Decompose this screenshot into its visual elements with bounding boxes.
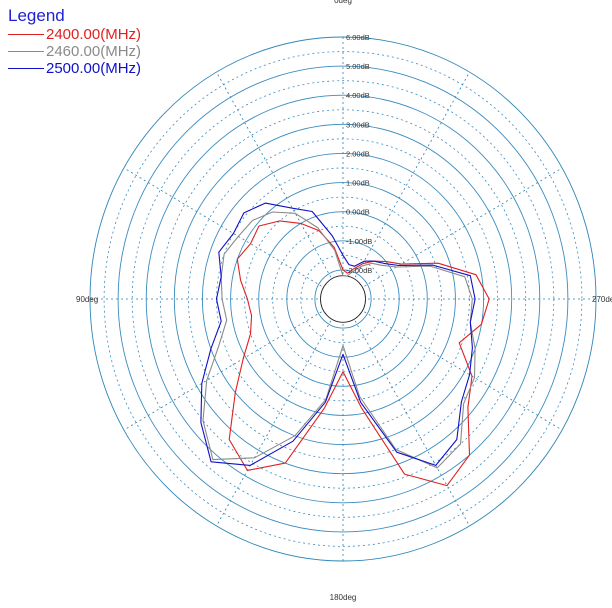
grid-spoke xyxy=(216,298,344,527)
tick-labels: -2.00dB -1.00dB 0.00dB 1.00dB 2.00dB 3.00dB 4.… xyxy=(76,0,612,602)
grid-ring xyxy=(103,51,583,547)
legend: Legend 2400.00(MHz) 2460.00(MHz) 2500.00… xyxy=(8,6,141,77)
radial-tick-label: -2.00dB xyxy=(346,266,372,275)
radial-tick-label: 6.00dB xyxy=(346,33,370,42)
legend-entry-2500: 2500.00(MHz) xyxy=(8,60,141,77)
inner-circle xyxy=(320,275,366,323)
angle-label: 90deg xyxy=(76,295,98,304)
grid-ring xyxy=(145,94,541,504)
grid-ring xyxy=(300,254,386,344)
radial-tick-label: 3.00dB xyxy=(346,120,370,129)
grid-ring xyxy=(216,167,470,431)
legend-title: Legend xyxy=(8,6,65,25)
angle-label: 180deg xyxy=(330,593,357,602)
legend-label-2500: 2500.00(MHz) xyxy=(46,60,142,77)
radial-tick-label: 5.00dB xyxy=(346,62,370,71)
grid-ring xyxy=(89,36,597,562)
grid-ring xyxy=(131,80,555,518)
grid-ring xyxy=(244,196,442,402)
grid-ring xyxy=(187,138,499,460)
grid-ring xyxy=(258,211,428,387)
legend-label-2400: 2400.00(MHz) xyxy=(46,26,142,43)
legend-label-2460: 2460.00(MHz) xyxy=(46,43,142,60)
series-line-2 xyxy=(200,202,476,466)
series-line-0 xyxy=(228,220,490,487)
grid-ring xyxy=(272,225,414,373)
series-line-1 xyxy=(202,211,476,469)
grid-ring xyxy=(230,182,456,416)
legend-entry-2400: 2400.00(MHz) xyxy=(8,26,141,43)
radial-tick-label: -1.00dB xyxy=(346,237,372,246)
grid-spoke xyxy=(216,71,344,300)
grid-ring xyxy=(201,152,485,446)
legend-swatch-2460 xyxy=(8,51,44,52)
grid-ring xyxy=(159,109,527,489)
radial-tick-label: 0.00dB xyxy=(346,208,370,217)
angle-label: 0deg xyxy=(334,0,352,5)
legend-entry-2460: 2460.00(MHz) xyxy=(8,43,141,60)
polar-grid xyxy=(89,36,597,562)
grid-ring xyxy=(286,240,400,358)
grid-ring xyxy=(173,123,513,475)
radial-tick-label: 4.00dB xyxy=(346,91,370,100)
series-layer xyxy=(200,202,490,487)
grid-ring xyxy=(117,65,569,533)
legend-swatch-2500 xyxy=(8,68,44,69)
angle-label: 270de xyxy=(592,295,612,304)
radial-tick-label: 1.00dB xyxy=(346,179,370,188)
radial-tick-label: 2.00dB xyxy=(346,149,370,158)
legend-swatch-2400 xyxy=(8,34,44,35)
